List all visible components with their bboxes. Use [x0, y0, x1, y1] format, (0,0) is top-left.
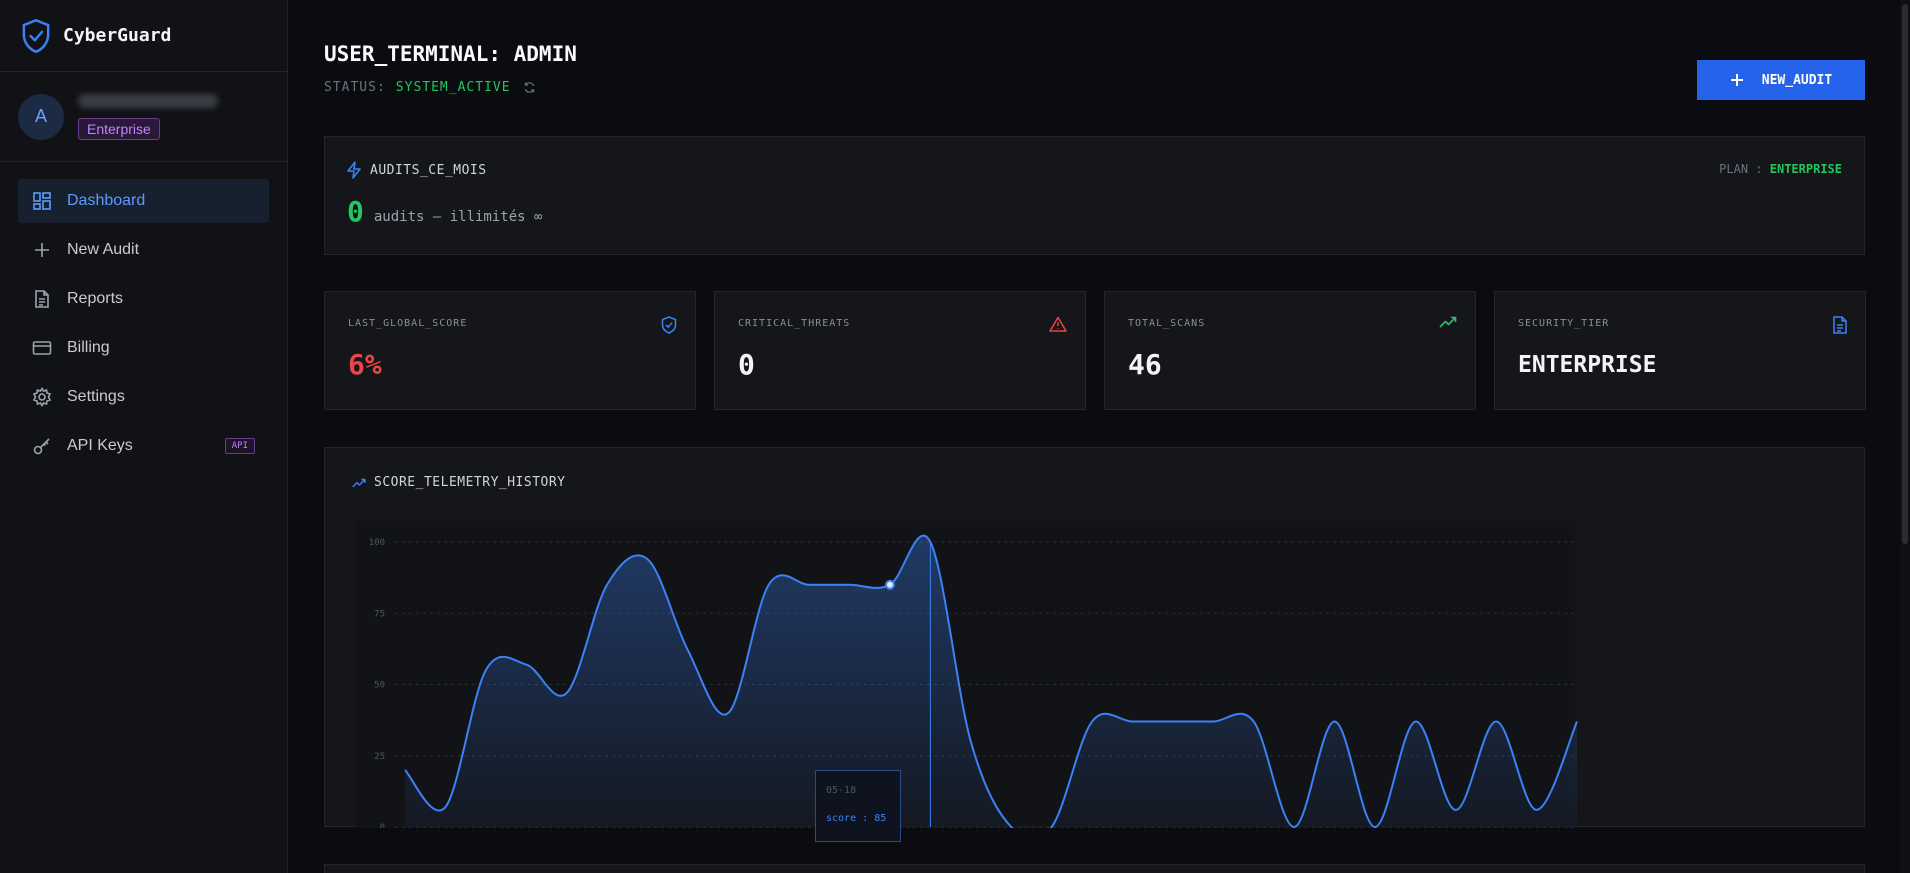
shield-check-icon [661, 316, 677, 334]
user-name-redacted [78, 93, 218, 108]
stat-card-critical-threats: CRITICAL_THREATS 0 [714, 291, 1086, 410]
sidebar-item-label: Billing [67, 339, 110, 356]
stat-value: 46 [1128, 348, 1162, 381]
shield-logo-icon [22, 18, 50, 53]
trending-up-icon [1439, 316, 1457, 328]
hover-point [884, 579, 895, 590]
plan-indicator: PLAN : ENTERPRISE [1719, 162, 1842, 176]
chart-tooltip: 05-18 score : 85 [815, 770, 901, 842]
tooltip-series-label: score [826, 813, 857, 824]
status-label: STATUS: [324, 80, 386, 95]
brand[interactable]: CyberGuard [0, 0, 287, 72]
audits-this-month-card: AUDITS_CE_MOIS 0 audits — illimités ∞ PL… [324, 136, 1865, 255]
sidebar-item-api-keys[interactable]: API Keys API [18, 424, 269, 468]
dashboard-icon [33, 192, 51, 210]
y-tick-label: 75 [374, 609, 385, 619]
plan-label: PLAN : [1719, 162, 1763, 176]
plus-icon [1730, 74, 1743, 86]
avatar: A [18, 93, 64, 140]
stat-label: LAST_GLOBAL_SCORE [348, 318, 468, 329]
sidebar-nav: Dashboard New Audit Reports Billing Sett… [0, 162, 287, 468]
stat-label: CRITICAL_THREATS [738, 318, 851, 329]
main-content: USER_TERMINAL: ADMIN STATUS: SYSTEM_ACTI… [289, 0, 1909, 873]
y-tick-label: 100 [369, 538, 385, 548]
stat-label: SECURITY_TIER [1518, 318, 1610, 329]
sidebar-item-label: Dashboard [67, 192, 146, 209]
api-badge: API [224, 438, 255, 454]
sidebar-item-label: Reports [67, 290, 124, 307]
stat-value: 6% [348, 348, 382, 381]
alert-triangle-icon [1049, 316, 1067, 332]
audits-card-header: AUDITS_CE_MOIS [346, 161, 487, 179]
audits-count-value: 0 [347, 195, 364, 228]
stat-label: TOTAL_SCANS [1128, 318, 1206, 329]
chart-header: SCORE_TELEMETRY_HISTORY [352, 475, 566, 490]
refresh-icon[interactable] [523, 81, 536, 94]
plan-value: ENTERPRISE [1769, 162, 1842, 176]
y-tick-label: 50 [374, 681, 385, 691]
tooltip-score: score : 85 [826, 813, 887, 824]
system-status: STATUS: SYSTEM_ACTIVE [324, 80, 536, 95]
plus-icon [35, 243, 49, 257]
brand-name: CyberGuard [63, 25, 172, 46]
stat-value: ENTERPRISE [1518, 352, 1657, 378]
chart-title: SCORE_TELEMETRY_HISTORY [374, 475, 566, 490]
sidebar-item-dashboard[interactable]: Dashboard [18, 179, 269, 223]
stat-card-last-global-score: LAST_GLOBAL_SCORE 6% [324, 291, 696, 410]
score-area [405, 535, 1577, 828]
new-audit-label: NEW_AUDIT [1761, 72, 1833, 88]
sidebar-item-label: New Audit [67, 241, 140, 258]
tooltip-date: 05-18 [826, 785, 857, 796]
file-text-icon [1833, 316, 1847, 334]
sidebar-item-billing[interactable]: Billing [18, 326, 269, 370]
tier-badge: Enterprise [78, 117, 160, 140]
user-profile[interactable]: A Enterprise [0, 72, 287, 162]
page-scrollbar[interactable] [1900, 0, 1910, 873]
scrollbar-thumb[interactable] [1902, 4, 1908, 544]
stat-value: 0 [738, 348, 755, 381]
audits-card-title: AUDITS_CE_MOIS [370, 162, 487, 178]
gear-icon [32, 387, 52, 407]
page-title: USER_TERMINAL: ADMIN [324, 42, 577, 66]
sidebar-item-new-audit[interactable]: New Audit [18, 228, 269, 272]
sidebar-item-label: API Keys [67, 437, 133, 454]
trending-up-icon [352, 478, 366, 487]
key-icon [33, 438, 50, 455]
sidebar-item-label: Settings [67, 388, 125, 405]
stat-card-security-tier: SECURITY_TIER ENTERPRISE [1494, 291, 1866, 410]
sidebar: CyberGuard A Enterprise Dashboard New Au… [0, 0, 288, 873]
file-text-icon [35, 290, 49, 308]
y-tick-label: 25 [374, 752, 385, 762]
status-value: SYSTEM_ACTIVE [395, 80, 511, 95]
stat-card-total-scans: TOTAL_SCANS 46 [1104, 291, 1476, 410]
next-card-edge [324, 864, 1865, 873]
credit-card-icon [32, 341, 52, 355]
y-tick-label: 0 [380, 823, 385, 828]
score-series-line [404, 534, 1578, 828]
audits-count-subtitle: audits — illimités ∞ [373, 209, 543, 225]
lightning-icon [347, 161, 361, 179]
tooltip-score-value: 85 [874, 813, 887, 824]
audits-count: 0 audits — illimités ∞ [347, 195, 542, 228]
new-audit-button[interactable]: NEW_AUDIT [1697, 60, 1865, 100]
sidebar-item-settings[interactable]: Settings [18, 375, 269, 419]
sidebar-item-reports[interactable]: Reports [18, 277, 269, 321]
